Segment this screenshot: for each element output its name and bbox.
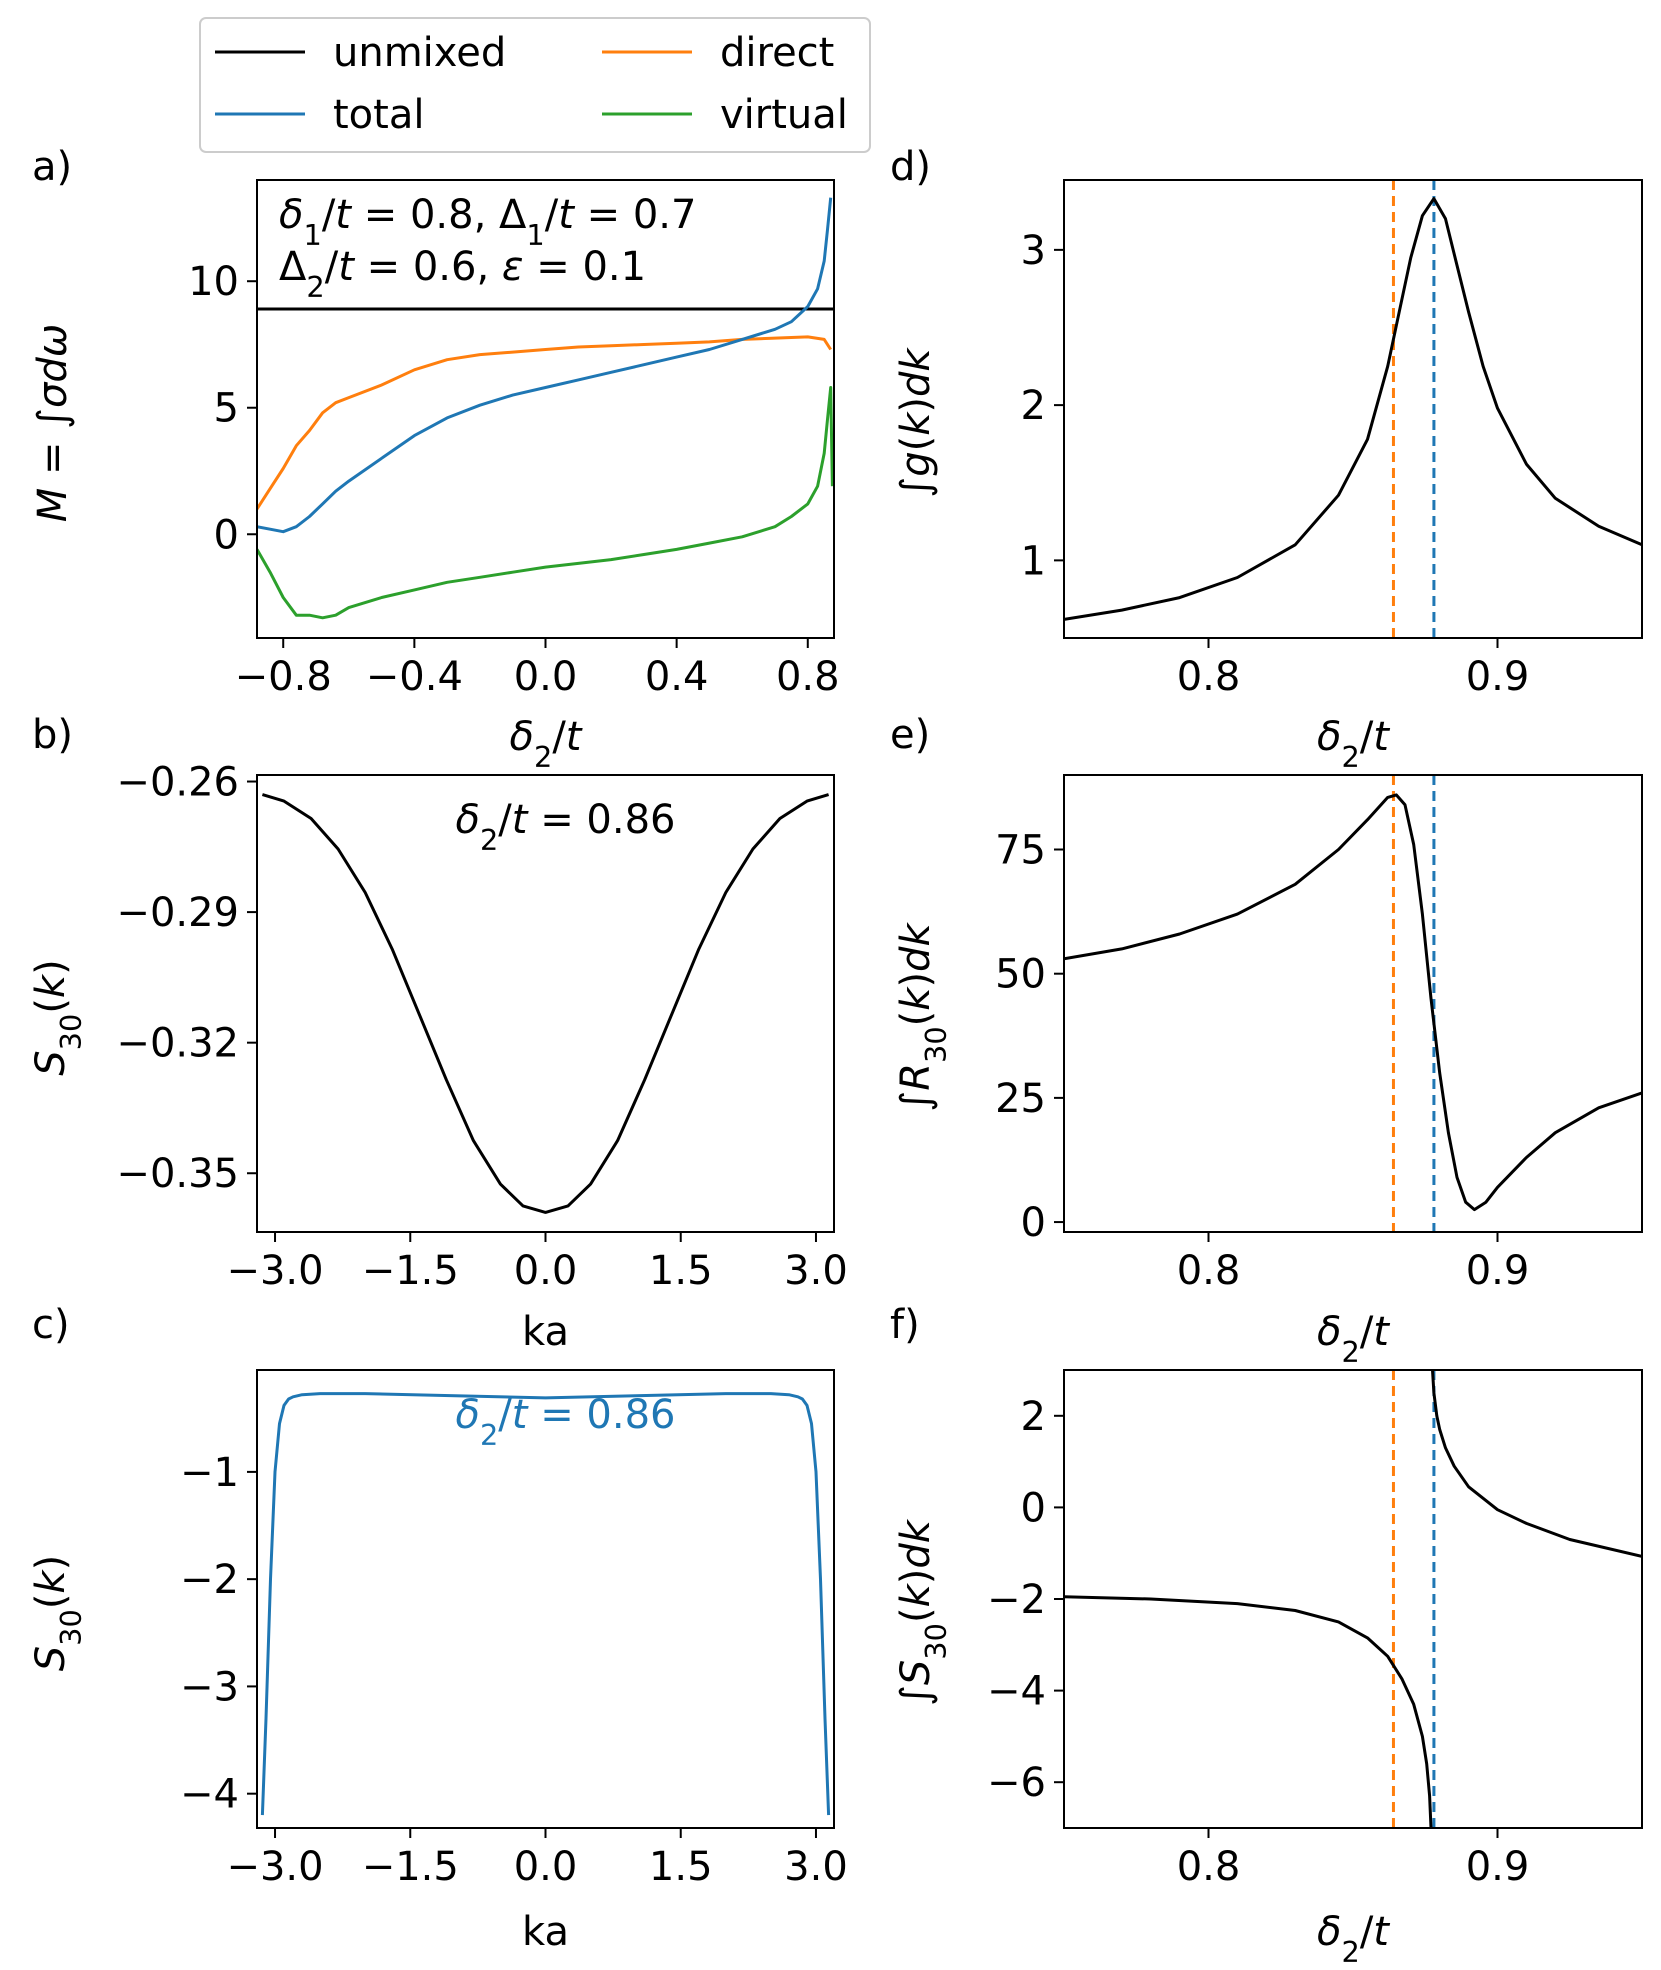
x-tick-label-d-0: 0.8 bbox=[1177, 654, 1241, 700]
y-tick-label-c-1: −3 bbox=[180, 1664, 239, 1710]
plot-area-b bbox=[261, 793, 830, 1214]
panel-label-a: a) bbox=[32, 144, 72, 190]
y-tick-label-a-1: 5 bbox=[214, 386, 239, 432]
y-tick-label-e-3: 75 bbox=[995, 828, 1046, 874]
y-tick-label-f-4: 2 bbox=[1021, 1394, 1046, 1440]
y-tick-label-b-2: −0.29 bbox=[116, 890, 239, 936]
series-line-b-0 bbox=[261, 793, 830, 1214]
y-axis-label-e: ∫R30(k)dk bbox=[893, 922, 953, 1112]
series-line-c-0 bbox=[260, 1392, 831, 1816]
x-tick-label-c-2: 0.0 bbox=[514, 1844, 578, 1890]
series-line-a-3 bbox=[257, 386, 834, 620]
x-axis-label-f: δ2/t bbox=[1317, 1909, 1390, 1969]
panel-label-d: d) bbox=[890, 144, 931, 190]
y-tick-label-e-2: 50 bbox=[995, 952, 1046, 998]
y-axis-label-d: ∫g(k)dk bbox=[893, 347, 939, 498]
y-axis-label-b: S30(k) bbox=[28, 959, 88, 1075]
plot-area-c bbox=[260, 1392, 831, 1816]
panel-e: 0.8 0.9 0 25 50 75 e) δ2/t ∫R30(k)dk bbox=[890, 712, 1643, 1369]
x-tick-label-a-3: 0.4 bbox=[645, 654, 709, 700]
x-tick-label-b-1: −1.5 bbox=[362, 1248, 459, 1294]
annotation-a-0: δ1/t = 0.8, Δ1/t = 0.7 bbox=[279, 192, 696, 252]
x-axis-label-d: δ2/t bbox=[1317, 714, 1390, 774]
x-tick-label-b-4: 3.0 bbox=[784, 1248, 848, 1294]
x-tick-label-f-1: 0.9 bbox=[1466, 1844, 1530, 1890]
series-line-e-0 bbox=[1064, 793, 1642, 1212]
panel-label-b: b) bbox=[32, 712, 73, 758]
y-axis-label-a: M = ∫σdω bbox=[30, 324, 76, 523]
plot-area-f bbox=[1064, 1370, 1642, 1828]
x-tick-label-e-1: 0.9 bbox=[1466, 1248, 1530, 1294]
y-tick-label-e-1: 25 bbox=[995, 1076, 1046, 1122]
series-line-d-0 bbox=[1064, 197, 1642, 621]
x-tick-label-c-3: 1.5 bbox=[649, 1844, 713, 1890]
panel-label-f: f) bbox=[890, 1302, 920, 1348]
x-tick-label-c-4: 3.0 bbox=[784, 1844, 848, 1890]
x-tick-label-b-3: 1.5 bbox=[649, 1248, 713, 1294]
y-tick-label-f-2: −2 bbox=[987, 1577, 1046, 1623]
panel-f: 0.8 0.9 −6 −4 −2 0 2 f) δ2/t ∫S30(k)dk bbox=[890, 1302, 1643, 1969]
y-tick-label-a-2: 10 bbox=[188, 259, 239, 305]
legend-label-virtual: virtual bbox=[720, 92, 848, 138]
y-tick-label-f-0: −6 bbox=[987, 1760, 1046, 1806]
y-tick-label-d-0: 1 bbox=[1021, 538, 1046, 584]
plot-area-e bbox=[1064, 775, 1642, 1232]
plot-area-d bbox=[1064, 180, 1642, 638]
x-tick-label-b-2: 0.0 bbox=[514, 1248, 578, 1294]
legend-label-total: total bbox=[333, 92, 424, 138]
y-axis-label-c: S30(k) bbox=[28, 1555, 88, 1671]
x-axis-label-e: δ2/t bbox=[1317, 1309, 1390, 1369]
panel-label-e: e) bbox=[890, 712, 930, 758]
x-axis-label-b: ka bbox=[522, 1309, 569, 1355]
annotation-c-0: δ2/t = 0.86 bbox=[455, 1392, 675, 1452]
y-axis-label-f: ∫S30(k)dk bbox=[893, 1518, 953, 1706]
y-tick-label-d-1: 2 bbox=[1021, 383, 1046, 429]
y-tick-label-a-0: 0 bbox=[214, 512, 239, 558]
x-tick-label-e-0: 0.8 bbox=[1177, 1248, 1241, 1294]
x-tick-label-c-0: −3.0 bbox=[226, 1844, 323, 1890]
y-tick-label-c-0: −4 bbox=[180, 1772, 239, 1818]
legend-label-direct: direct bbox=[720, 30, 834, 76]
y-tick-label-b-1: −0.32 bbox=[116, 1021, 239, 1067]
y-tick-label-c-2: −2 bbox=[180, 1557, 239, 1603]
x-tick-label-f-0: 0.8 bbox=[1177, 1844, 1241, 1890]
panel-a: −0.8 −0.4 0.0 0.4 0.8 0 5 10 a) δ2/t M = ∫σdω δ1/t … bbox=[30, 144, 840, 774]
y-tick-label-b-3: −0.26 bbox=[116, 760, 239, 806]
legend: unmixed direct total virtual bbox=[199, 17, 871, 153]
x-tick-label-a-1: −0.4 bbox=[366, 654, 463, 700]
plot-area-a bbox=[257, 197, 834, 620]
y-tick-label-b-0: −0.35 bbox=[116, 1151, 239, 1197]
x-tick-label-a-0: −0.8 bbox=[235, 654, 332, 700]
x-tick-label-a-2: 0.0 bbox=[514, 654, 578, 700]
panel-label-c: c) bbox=[32, 1302, 70, 1348]
axes-frame-d bbox=[1063, 179, 1643, 639]
x-tick-label-c-1: −1.5 bbox=[362, 1844, 459, 1890]
annotation-a-1: Δ2/t = 0.6, ε = 0.1 bbox=[279, 244, 646, 304]
y-tick-label-f-3: 0 bbox=[1021, 1485, 1046, 1531]
panel-b: −3.0 −1.5 0.0 1.5 3.0 −0.35 −0.32 −0.29 −0.26 b) k… bbox=[28, 712, 848, 1355]
legend-box bbox=[199, 17, 871, 153]
panel-d: 0.8 0.9 1 2 3 d) δ2/t ∫g(k)dk bbox=[890, 144, 1643, 774]
x-axis-label-c: ka bbox=[522, 1909, 569, 1955]
series-line-a-2 bbox=[257, 197, 833, 534]
axes-frame-e bbox=[1063, 774, 1643, 1233]
series-line-f-0 bbox=[1064, 1595, 1433, 1828]
y-tick-label-c-3: −1 bbox=[180, 1450, 239, 1496]
x-tick-label-a-4: 0.8 bbox=[776, 654, 840, 700]
y-tick-label-d-2: 3 bbox=[1021, 228, 1046, 274]
annotation-b-0: δ2/t = 0.86 bbox=[455, 797, 675, 857]
y-tick-label-e-0: 0 bbox=[1021, 1200, 1046, 1246]
legend-label-unmixed: unmixed bbox=[333, 30, 506, 76]
x-axis-label-a: δ2/t bbox=[510, 714, 583, 774]
panel-c: −3.0 −1.5 0.0 1.5 3.0 −4 −3 −2 −1 c) ka S30(k) δ2/t … bbox=[28, 1302, 848, 1955]
x-tick-label-d-1: 0.9 bbox=[1466, 654, 1530, 700]
y-tick-label-f-1: −4 bbox=[987, 1669, 1046, 1715]
x-tick-label-b-0: −3.0 bbox=[226, 1248, 323, 1294]
series-line-f-1 bbox=[1431, 1370, 1642, 1558]
